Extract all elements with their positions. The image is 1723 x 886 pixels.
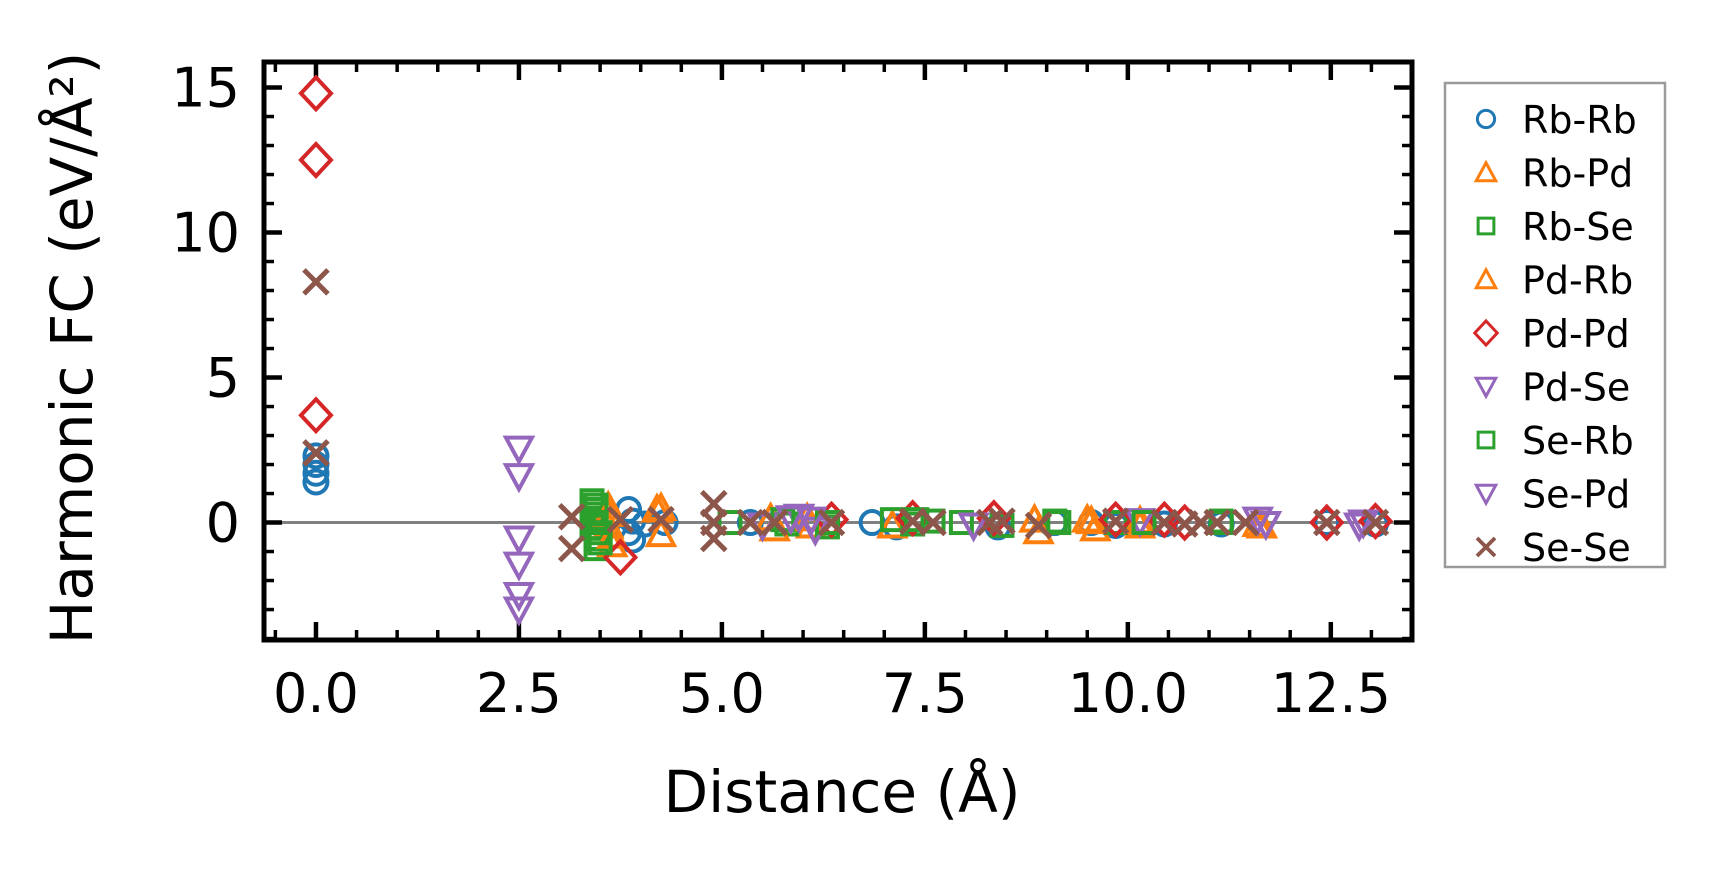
series-se-se — [302, 268, 1390, 563]
marker-x — [988, 507, 1016, 535]
marker-x — [1101, 507, 1130, 535]
legend-item-label: Se-Rb — [1522, 419, 1634, 463]
legend-item-rb-rb: Rb-Rb — [1475, 98, 1637, 142]
marker-triangle-down — [502, 551, 536, 582]
x-tick-label: 7.5 — [882, 662, 968, 725]
legend-item-pd-se: Pd-Se — [1473, 366, 1630, 410]
marker-x — [760, 508, 789, 537]
marker-square — [1476, 216, 1496, 236]
marker-square — [948, 510, 974, 536]
marker-triangle-down — [794, 506, 828, 537]
legend-item-label: Rb-Se — [1522, 205, 1634, 249]
marker-x — [919, 508, 947, 537]
marker-x — [1361, 508, 1390, 537]
marker-triangle-down — [502, 525, 536, 556]
legend-item-se-pd: Se-Pd — [1473, 473, 1630, 517]
marker-x — [302, 268, 330, 296]
marker-triangle-down — [502, 435, 536, 466]
marker-x — [606, 505, 635, 534]
legend-item-label: Pd-Rb — [1522, 259, 1633, 303]
marker-x — [647, 505, 675, 534]
legend-item-label: Rb-Pd — [1522, 152, 1633, 196]
marker-x — [1231, 508, 1260, 537]
marker-triangle-up — [1074, 503, 1108, 535]
marker-triangle-up — [1473, 266, 1499, 290]
y-tick-label: 0 — [206, 492, 240, 555]
marker-x — [1475, 536, 1497, 558]
marker-square — [1476, 430, 1496, 450]
x-tick-label: 2.5 — [476, 662, 562, 725]
marker-circle — [1475, 108, 1497, 130]
marker-triangle-up — [644, 516, 678, 548]
marker-circle — [302, 459, 330, 487]
legend-item-pd-pd: Pd-Pd — [1472, 312, 1630, 356]
marker-x — [1203, 508, 1231, 537]
marker-triangle-down — [502, 463, 536, 494]
x-tick-label: 12.5 — [1271, 662, 1391, 725]
marker-diamond — [298, 396, 334, 435]
marker-triangle-down — [502, 596, 536, 627]
marker-square — [587, 530, 613, 556]
legend-item-label: Se-Se — [1522, 526, 1631, 570]
marker-x — [557, 502, 586, 531]
marker-triangle-down — [1249, 510, 1283, 542]
marker-diamond — [1309, 503, 1345, 542]
marker-x — [557, 534, 586, 563]
x-tick-label: 10.0 — [1068, 662, 1188, 725]
marker-x — [302, 439, 330, 467]
marker-x — [700, 524, 728, 553]
marker-triangle-up — [1473, 159, 1499, 183]
y-tick-label: 10 — [171, 202, 240, 265]
data-markers — [298, 74, 1394, 627]
marker-circle — [1313, 509, 1341, 537]
x-axis-title: Distance (Å) — [664, 757, 1021, 826]
marker-circle — [302, 442, 330, 470]
legend-item-rb-pd: Rb-Pd — [1473, 152, 1633, 196]
legend-item-label: Pd-Pd — [1522, 312, 1630, 356]
legend-item-se-se: Se-Se — [1475, 526, 1631, 570]
marker-triangle-up — [876, 508, 909, 539]
marker-circle — [302, 468, 330, 496]
plot-spines — [261, 59, 1415, 643]
marker-triangle-down — [1241, 506, 1275, 537]
marker-x — [1312, 508, 1341, 537]
marker-x — [817, 508, 846, 537]
series-rb-rb — [302, 442, 1389, 554]
x-tick-label: 5.0 — [679, 662, 765, 725]
legend-item-se-rb: Se-Rb — [1476, 419, 1634, 463]
marker-diamond — [298, 74, 334, 113]
legend-item-rb-se: Rb-Se — [1476, 205, 1634, 249]
legend-item-label: Rb-Rb — [1522, 98, 1637, 142]
marker-triangle-down — [957, 512, 990, 543]
marker-diamond — [298, 141, 334, 179]
marker-triangle-down — [1342, 512, 1376, 543]
marker-square — [583, 536, 609, 562]
marker-square — [1131, 510, 1157, 536]
marker-triangle-down — [1473, 483, 1499, 507]
marker-square — [717, 510, 743, 536]
marker-x — [736, 508, 765, 537]
x-tick-label: 0.0 — [273, 662, 359, 725]
marker-diamond — [1472, 318, 1500, 348]
plot-area: 0.0 2.5 5.0 7.5 10.0 12.5 0 5 10 15 — [171, 57, 1415, 725]
series-se-pd — [502, 463, 1376, 627]
marker-x — [1024, 511, 1053, 540]
legend-item-pd-rb: Pd-Rb — [1473, 259, 1633, 303]
y-tick-label: 15 — [171, 57, 240, 120]
legend-item-label: Pd-Se — [1522, 366, 1630, 410]
y-axis-title: Harmonic FC (eV/Å²) — [37, 52, 106, 645]
y-tick-label: 5 — [206, 347, 240, 410]
legend: Rb-Rb Rb-Pd Rb-Se Pd-Rb Pd-Pd Pd-Se Se-Rb Se-Pd… — [1443, 81, 1667, 570]
marker-triangle-down — [774, 505, 808, 536]
marker-square — [920, 508, 946, 534]
marker-triangle-down — [1473, 376, 1499, 400]
series-pd-pd — [298, 74, 1394, 577]
marker-square — [1208, 508, 1234, 534]
marker-triangle-down — [502, 582, 536, 613]
legend-item-label: Se-Pd — [1522, 473, 1630, 517]
marker-square — [1046, 510, 1072, 536]
